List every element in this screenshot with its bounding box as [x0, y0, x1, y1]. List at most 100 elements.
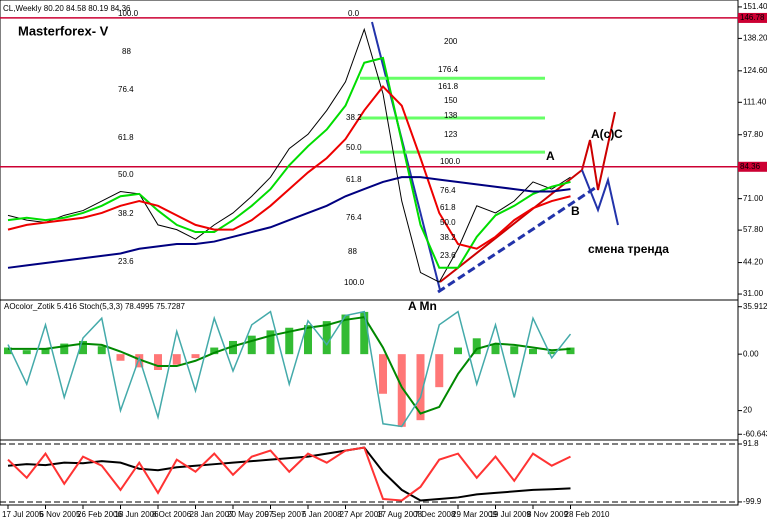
y-tick-label: 138.20 — [743, 34, 767, 43]
annotation: 76.4 — [118, 85, 134, 94]
histogram-bar — [322, 321, 331, 355]
annotation: 50.0 — [346, 143, 362, 152]
histogram-bar — [154, 354, 162, 370]
histogram-bar — [4, 347, 12, 355]
chart-title: CL,Weekly 80.20 84.58 80.19 84.36 — [3, 4, 131, 13]
annotation: смена тренда — [588, 242, 669, 256]
x-tick-label: 20 May 2007 — [227, 510, 274, 519]
histogram-bar — [397, 354, 406, 427]
annotation: 61.8 — [346, 175, 362, 184]
annotation: 76.4 — [346, 213, 362, 222]
x-tick-label: 27 Apr 2008 — [340, 510, 384, 519]
forecast-arrow — [581, 169, 619, 226]
x-tick-label: 8 Nov 2009 — [527, 510, 568, 519]
annotation: 61.8 — [118, 133, 134, 142]
histogram-bar — [491, 343, 500, 355]
trend-line — [439, 169, 583, 283]
level-tag — [738, 12, 767, 23]
annotation: 50.0 — [118, 170, 134, 179]
annotation: 123 — [444, 130, 458, 139]
histogram-bar — [79, 340, 87, 355]
annotation: 150 — [444, 96, 458, 105]
histogram-bar — [529, 348, 537, 355]
annotation: 61.8 — [440, 203, 456, 212]
histogram-bar — [247, 335, 256, 355]
histogram-bar — [116, 354, 125, 361]
y2-tick-label: 20 — [743, 406, 752, 415]
level-label: 84.36 — [740, 162, 761, 171]
annotation: 38.2 — [118, 209, 134, 218]
x-tick-label: 8 Oct 2006 — [152, 510, 192, 519]
annotation: 38.2 — [440, 233, 456, 242]
y-tick-label: 31.00 — [743, 289, 764, 298]
x-tick-label: 19 Jul 2009 — [490, 510, 532, 519]
annotation: B — [571, 204, 580, 218]
annotation: 50.0 — [440, 218, 456, 227]
series-line — [7, 85, 571, 250]
series-line — [7, 56, 571, 269]
annotation: 100.0 — [118, 9, 139, 18]
histogram-bar — [135, 354, 144, 368]
y-tick-label: 97.80 — [743, 130, 764, 139]
histogram-bar — [210, 347, 219, 355]
histogram-bar — [229, 340, 237, 355]
y-tick-label: -60.643 — [743, 429, 767, 438]
series-line — [7, 176, 571, 269]
x-tick-label: 29 Mar 2009 — [452, 510, 497, 519]
annotation: Masterforex- V — [18, 23, 109, 38]
x-tick-label: 26 Feb 2006 — [77, 510, 122, 519]
x-tick-label: 28 Feb 2010 — [565, 510, 610, 519]
y-tick-label: 57.80 — [743, 225, 764, 234]
annotation: 200 — [444, 37, 458, 46]
histogram-bar — [41, 348, 50, 355]
series-line — [7, 310, 572, 428]
histogram-bar — [266, 330, 275, 355]
histogram-bar — [304, 325, 312, 355]
histogram-bar — [285, 327, 294, 355]
histogram-bar — [547, 351, 556, 355]
annotation: A(c) — [591, 127, 614, 141]
annotation: 23.6 — [440, 251, 456, 260]
annotation: 0.0 — [348, 9, 360, 18]
histogram-bar — [510, 346, 519, 355]
y-tick-label: 0.00 — [743, 349, 759, 358]
histogram-bar — [360, 311, 369, 355]
x-tick-label: 9 Sep 2007 — [265, 510, 306, 519]
x-tick-label: 6 Jan 2008 — [302, 510, 342, 519]
x-tick-label: 7 Dec 2008 — [415, 510, 456, 519]
y-tick-label: 44.20 — [743, 258, 764, 267]
histogram-bar — [97, 346, 106, 355]
annotation: 161.8 — [438, 82, 459, 91]
y-tick-label: 111.40 — [743, 97, 767, 106]
x-tick-label: 28 Jan 2007 — [190, 510, 235, 519]
x-tick-label: 17 Aug 2008 — [377, 510, 422, 519]
histogram-bar — [379, 354, 387, 394]
series-line — [7, 446, 571, 502]
histogram-bar — [22, 350, 31, 355]
y-tick-label: 91.8 — [743, 439, 759, 448]
y-tick-label: 124.60 — [743, 66, 767, 75]
trend-line — [437, 186, 596, 294]
y-tick-label: -99.9 — [743, 497, 762, 506]
forecast-arrow — [581, 111, 616, 191]
y-tick-label: 71.00 — [743, 194, 764, 203]
x-tick-label: 17 Jul 2005 — [2, 510, 44, 519]
histogram-bar — [566, 347, 575, 355]
annotation: 38.2 — [346, 113, 362, 122]
annotation: 176.4 — [438, 65, 459, 74]
annotation: A Mn — [408, 299, 437, 313]
y-tick-label: 151.40 — [743, 2, 767, 11]
annotation: A — [546, 149, 555, 163]
y-tick-label: 35.912 — [743, 302, 767, 311]
histogram-bar — [172, 354, 181, 365]
histogram-bar — [454, 347, 462, 355]
x-tick-label: 18 Jun 2006 — [115, 510, 160, 519]
annotation: 76.4 — [440, 186, 456, 195]
histogram-bar — [416, 354, 425, 421]
annotation: 138 — [444, 111, 458, 120]
annotation: 100.0 — [344, 278, 365, 287]
histogram-bar — [191, 354, 200, 359]
series-line — [7, 446, 571, 502]
annotation: 88 — [122, 47, 131, 56]
panel-title: AOcolor_Zotik 5.416 Stoch(5,3,3) 78.4995… — [4, 302, 186, 311]
